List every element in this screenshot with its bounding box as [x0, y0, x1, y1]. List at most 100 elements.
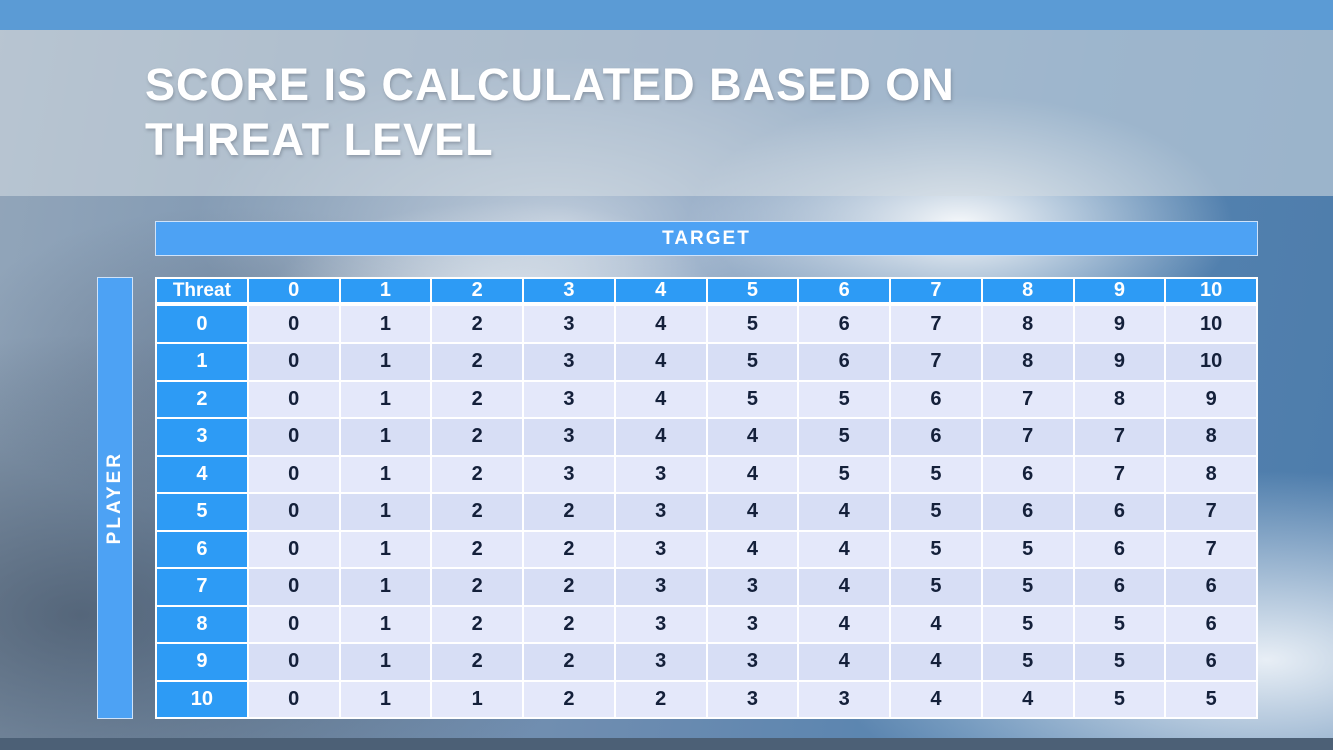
- score-cell: 1: [338, 604, 433, 644]
- score-cell: 7: [889, 342, 983, 382]
- score-cell: 3: [613, 604, 708, 644]
- score-cell: 10: [1164, 303, 1258, 344]
- score-cell: 6: [889, 417, 983, 457]
- score-cell: 0: [246, 417, 341, 457]
- score-cell: 6: [1072, 492, 1167, 532]
- score-cell: 1: [338, 342, 433, 382]
- score-cell: 1: [338, 679, 433, 719]
- score-cell: 5: [705, 342, 800, 382]
- score-cell: 4: [797, 492, 891, 532]
- score-cell: 0: [246, 379, 341, 419]
- score-cell: 4: [980, 679, 1075, 719]
- score-cell: 2: [430, 379, 524, 419]
- score-cell: 0: [246, 342, 341, 382]
- title-band: SCORE IS CALCULATED BASED ON THREAT LEVE…: [0, 30, 1333, 196]
- score-cell: 1: [338, 303, 433, 344]
- slide-title: SCORE IS CALCULATED BASED ON THREAT LEVE…: [0, 58, 955, 168]
- score-cell: 4: [889, 604, 983, 644]
- score-cell: 2: [430, 604, 524, 644]
- score-cell: 1: [338, 567, 433, 607]
- score-cell: 5: [980, 642, 1075, 682]
- score-cell: 5: [1072, 679, 1167, 719]
- score-cell: 6: [1164, 604, 1258, 644]
- score-cell: 2: [430, 492, 524, 532]
- score-cell: 0: [246, 642, 341, 682]
- score-cell: 0: [246, 604, 341, 644]
- score-cell: 7: [889, 303, 983, 344]
- table-row: 10 0 1 1 2 2 3 3 4 4 5 5: [155, 679, 1258, 719]
- score-cell: 4: [797, 529, 891, 569]
- score-cell: 0: [246, 454, 341, 494]
- score-cell: 1: [338, 492, 433, 532]
- row-header: 5: [155, 492, 249, 532]
- score-cell: 9: [1072, 303, 1167, 344]
- score-cell: 4: [613, 417, 708, 457]
- score-cell: 5: [705, 303, 800, 344]
- row-header: 9: [155, 642, 249, 682]
- score-cell: 3: [797, 679, 891, 719]
- row-header: 3: [155, 417, 249, 457]
- score-cell: 0: [246, 492, 341, 532]
- row-header: 1: [155, 342, 249, 382]
- score-cell: 9: [1164, 379, 1258, 419]
- score-cell: 5: [797, 417, 891, 457]
- score-cell: 3: [522, 454, 616, 494]
- score-cell: 3: [705, 567, 800, 607]
- score-cell: 4: [613, 379, 708, 419]
- score-cell: 5: [980, 567, 1075, 607]
- column-header: 0: [246, 277, 341, 306]
- row-header: 8: [155, 604, 249, 644]
- score-cell: 5: [1164, 679, 1258, 719]
- score-cell: 7: [980, 417, 1075, 457]
- score-cell: 3: [613, 642, 708, 682]
- score-cell: 1: [338, 529, 433, 569]
- score-cell: 0: [246, 679, 341, 719]
- score-cell: 6: [1072, 529, 1167, 569]
- score-cell: 5: [889, 492, 983, 532]
- score-cell: 3: [522, 342, 616, 382]
- row-header: 0: [155, 303, 249, 344]
- score-cell: 7: [1164, 492, 1258, 532]
- score-cell: 5: [889, 454, 983, 494]
- score-cell: 2: [522, 642, 616, 682]
- score-cell: 0: [246, 567, 341, 607]
- score-cell: 4: [613, 303, 708, 344]
- player-axis-label-text: PLAYER: [104, 451, 125, 545]
- score-cell: 7: [1072, 454, 1167, 494]
- score-cell: 1: [338, 417, 433, 457]
- score-cell: 6: [980, 454, 1075, 494]
- score-cell: 5: [1072, 642, 1167, 682]
- score-cell: 2: [430, 303, 524, 344]
- score-cell: 6: [1164, 642, 1258, 682]
- score-cell: 8: [980, 342, 1075, 382]
- table-row: 0 0 1 2 3 4 5 6 7 8 9 10: [155, 303, 1258, 344]
- score-cell: 8: [1164, 417, 1258, 457]
- score-cell: 3: [522, 303, 616, 344]
- score-cell: 4: [797, 567, 891, 607]
- column-header: 3: [522, 277, 616, 306]
- bottom-accent-bar: [0, 738, 1333, 750]
- score-cell: 5: [980, 529, 1075, 569]
- score-cell: 4: [797, 642, 891, 682]
- score-cell: 2: [430, 417, 524, 457]
- score-cell: 7: [980, 379, 1075, 419]
- score-cell: 3: [613, 529, 708, 569]
- score-cell: 6: [797, 303, 891, 344]
- score-cell: 4: [705, 529, 800, 569]
- column-header: 6: [797, 277, 891, 306]
- score-cell: 4: [797, 604, 891, 644]
- score-cell: 4: [705, 417, 800, 457]
- player-axis-label: PLAYER: [97, 277, 133, 719]
- score-cell: 1: [338, 642, 433, 682]
- slide-title-line2: THREAT LEVEL: [145, 114, 494, 165]
- score-cell: 5: [1072, 604, 1167, 644]
- score-cell: 2: [430, 454, 524, 494]
- score-cell: 5: [980, 604, 1075, 644]
